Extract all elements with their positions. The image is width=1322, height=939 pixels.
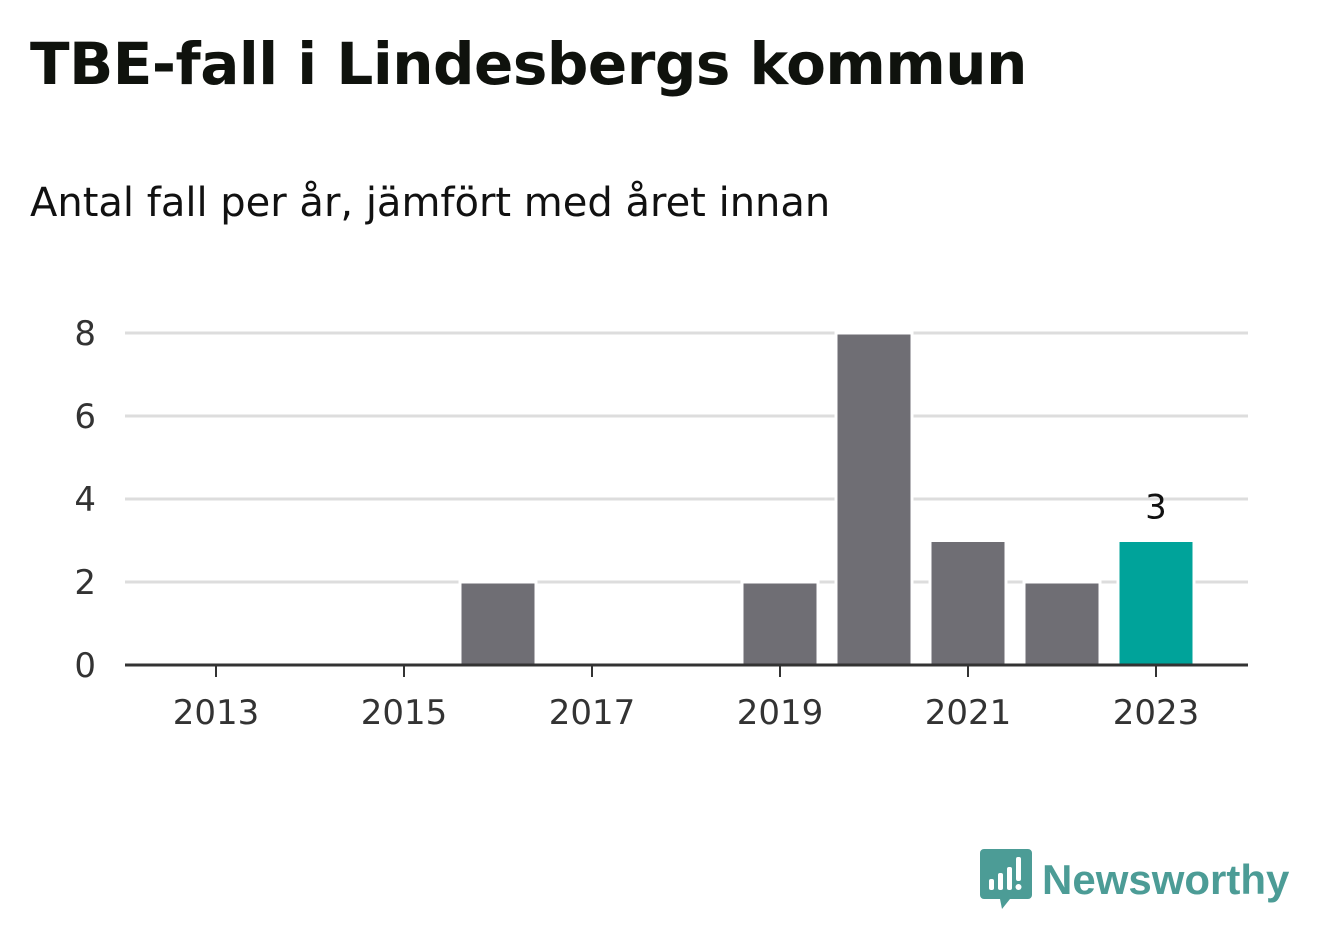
chart-title: TBE-fall i Lindesbergs kommun (30, 30, 1027, 98)
x-tick-label: 2015 (361, 693, 448, 733)
x-tick-label: 2017 (549, 693, 636, 733)
y-tick-label: 8 (74, 314, 96, 354)
newsworthy-logo-icon (980, 849, 1032, 909)
y-tick-label: 4 (74, 480, 96, 520)
x-tick-label: 2021 (925, 693, 1012, 733)
bar-2023 (1116, 539, 1196, 667)
x-tick-label: 2023 (1113, 693, 1200, 733)
y-axis-ticks: 0 2 4 6 8 (74, 314, 96, 686)
brand-name: Newsworthy (1042, 856, 1290, 903)
bar-2021 (928, 539, 1008, 667)
data-labels: 3 (1145, 488, 1167, 528)
bar-2022 (1022, 580, 1102, 667)
newsworthy-brand: Newsworthy (980, 848, 1289, 912)
x-axis: 2013 2015 2017 2019 2021 2023 (125, 663, 1248, 733)
y-tick-label: 2 (74, 563, 96, 603)
gridlines (125, 331, 1248, 584)
y-tick-label: 0 (74, 646, 96, 686)
data-label: 3 (1145, 488, 1167, 528)
bar-chart: 2013 2015 2017 2019 2021 2023 0 2 4 6 8 3 (74, 314, 1248, 733)
x-tick-label: 2013 (173, 693, 260, 733)
chart-subtitle: Antal fall per år, jämfört med året inna… (30, 180, 831, 226)
bar-2016 (458, 580, 538, 667)
bar-2020 (834, 331, 914, 667)
x-tick-label: 2019 (737, 693, 824, 733)
bar-2019 (740, 580, 820, 667)
y-tick-label: 6 (74, 397, 96, 437)
